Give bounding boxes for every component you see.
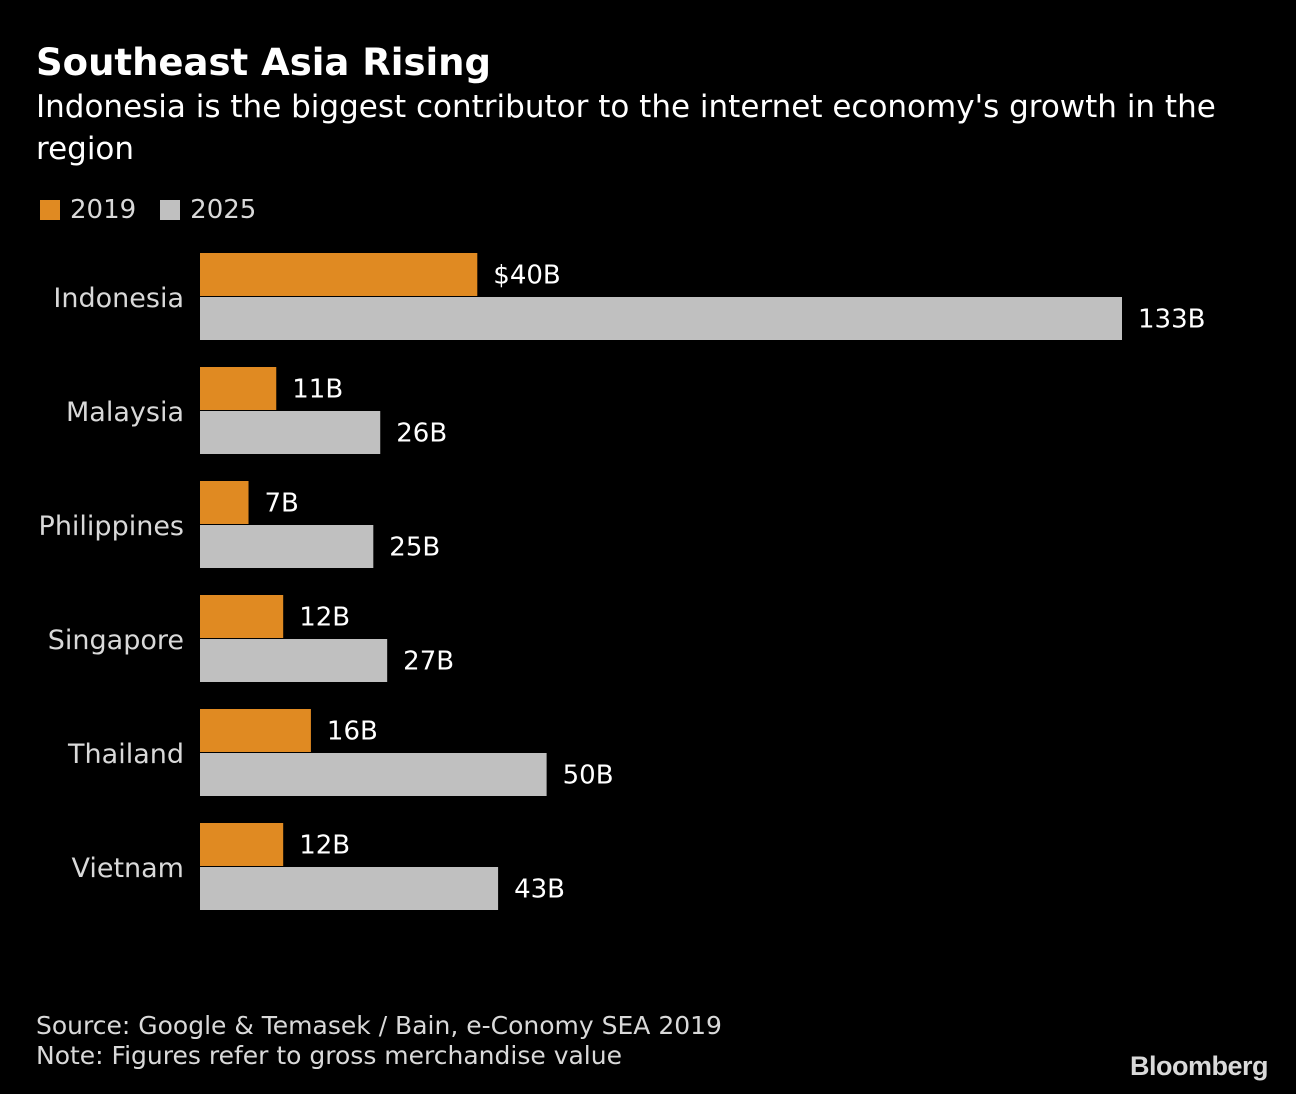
bar-philippines-2019 bbox=[200, 481, 249, 524]
legend-item-2019: 2019 bbox=[40, 195, 136, 225]
chart-subtitle: Indonesia is the biggest contributor to … bbox=[36, 89, 1216, 167]
data-label-thailand-2025: 50B bbox=[563, 761, 614, 791]
bar-indonesia-2019 bbox=[200, 253, 478, 296]
category-label-philippines: Philippines bbox=[39, 511, 184, 542]
legend-swatch-2025 bbox=[160, 200, 181, 220]
data-label-malaysia-2025: 26B bbox=[396, 419, 447, 449]
bloomberg-logo: Bloomberg bbox=[1129, 1051, 1269, 1081]
data-label-philippines-2019: 7B bbox=[265, 489, 299, 519]
legend-label-2019: 2019 bbox=[70, 195, 137, 225]
bar-vietnam-2019 bbox=[200, 823, 284, 866]
bar-thailand-2019 bbox=[200, 709, 311, 752]
bar-malaysia-2019 bbox=[200, 367, 277, 410]
data-label-philippines-2025: 25B bbox=[389, 533, 440, 563]
data-label-thailand-2019: 16B bbox=[327, 717, 378, 747]
bar-singapore-2025 bbox=[200, 639, 388, 682]
bar-indonesia-2025 bbox=[200, 297, 1122, 340]
category-label-indonesia: Indonesia bbox=[53, 283, 184, 314]
data-label-singapore-2019: 12B bbox=[299, 603, 350, 633]
bar-vietnam-2025 bbox=[200, 867, 499, 910]
legend-label-2025: 2025 bbox=[190, 195, 257, 225]
chart-title: Southeast Asia Rising bbox=[36, 41, 491, 84]
footnote: Note: Figures refer to gross merchandise… bbox=[36, 1041, 622, 1070]
data-label-vietnam-2019: 12B bbox=[299, 831, 350, 861]
legend-item-2025: 2025 bbox=[160, 195, 256, 225]
data-label-indonesia-2019: $40B bbox=[493, 261, 560, 291]
category-label-vietnam: Vietnam bbox=[71, 853, 184, 884]
source-note: Source: Google & Temasek / Bain, e-Conom… bbox=[36, 1011, 722, 1040]
category-label-thailand: Thailand bbox=[67, 739, 184, 770]
bar-thailand-2025 bbox=[200, 753, 547, 796]
legend-swatch-2019 bbox=[40, 200, 60, 220]
data-label-singapore-2025: 27B bbox=[403, 647, 454, 677]
data-label-malaysia-2019: 11B bbox=[292, 375, 343, 405]
bar-malaysia-2025 bbox=[200, 411, 381, 454]
bar-singapore-2019 bbox=[200, 595, 284, 638]
data-label-vietnam-2025: 43B bbox=[514, 875, 565, 905]
category-label-malaysia: Malaysia bbox=[66, 397, 184, 428]
bar-philippines-2025 bbox=[200, 525, 374, 568]
data-label-indonesia-2025: 133B bbox=[1138, 305, 1205, 335]
category-label-singapore: Singapore bbox=[48, 625, 184, 656]
legend: 2019 2025 bbox=[40, 194, 280, 226]
